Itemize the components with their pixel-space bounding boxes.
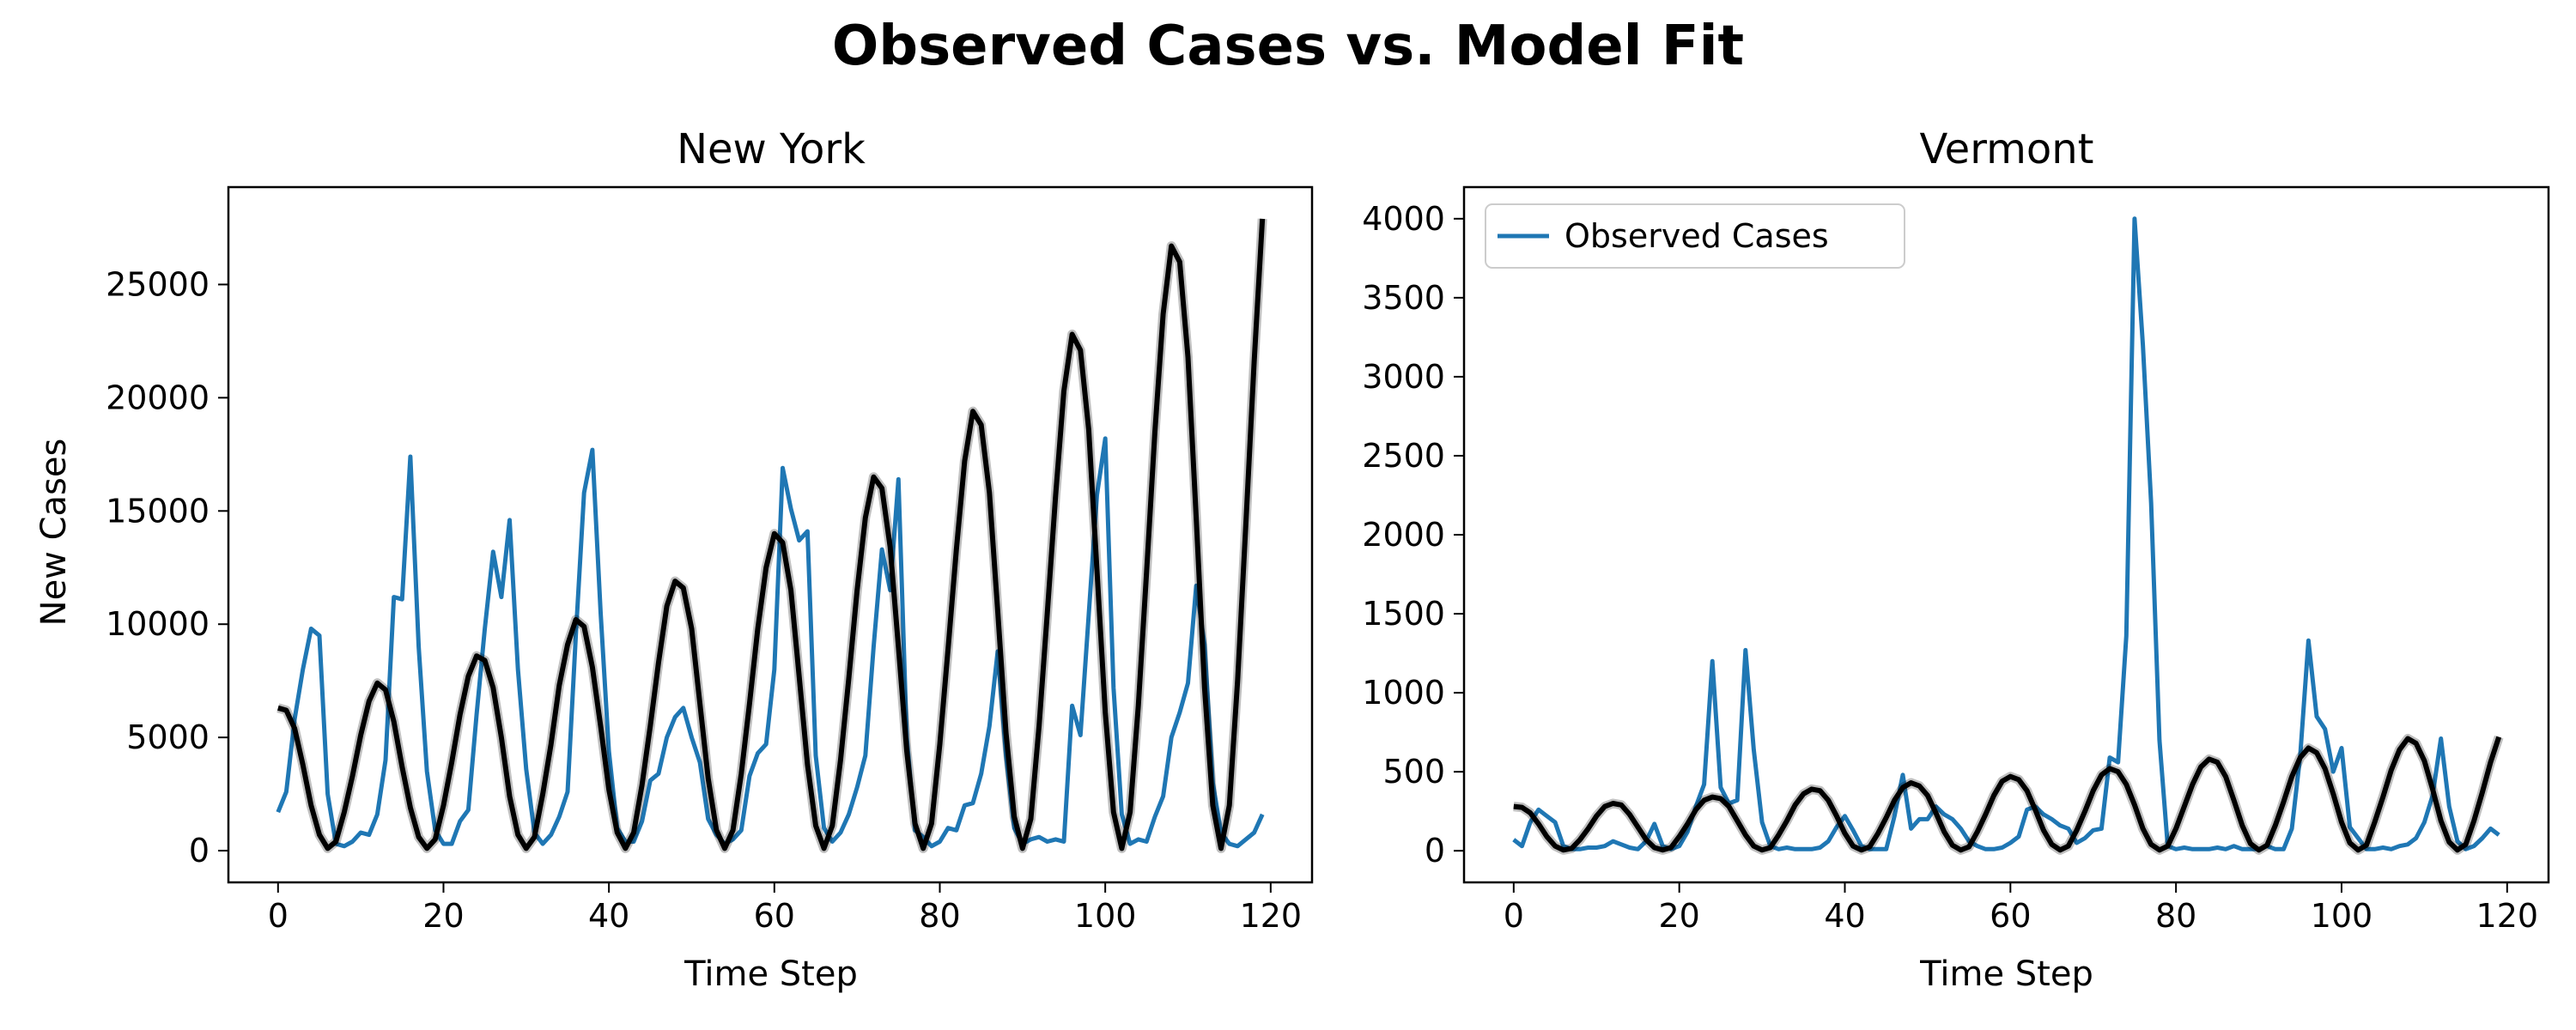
- x-tick-label: 100: [2311, 897, 2373, 935]
- y-tick-label: 3500: [1362, 279, 1445, 317]
- y-tick-label: 500: [1382, 753, 1445, 791]
- x-tick-label: 120: [2476, 897, 2539, 935]
- x-tick-label: 100: [1074, 897, 1137, 935]
- y-tick-label: 0: [189, 832, 210, 869]
- x-axis-label: Time Step: [1919, 954, 2093, 994]
- model-fit-line: [1513, 736, 2502, 853]
- legend: Observed Cases: [1485, 203, 1905, 269]
- y-tick-label: 15000: [106, 492, 210, 530]
- y-tick-label: 2500: [1362, 437, 1445, 475]
- legend-label: Observed Cases: [1564, 217, 1829, 255]
- x-tick-label: 80: [919, 897, 960, 935]
- x-tick-label: 20: [422, 897, 464, 935]
- y-tick-label: 0: [1425, 832, 1445, 869]
- y-tick-label: 4000: [1362, 200, 1445, 238]
- x-tick-label: 40: [1824, 897, 1865, 935]
- y-tick-label: 1000: [1362, 674, 1445, 712]
- y-axis-label: New Cases: [34, 439, 74, 627]
- y-tick-label: 25000: [106, 265, 210, 303]
- y-tick-label: 5000: [126, 718, 210, 756]
- panel-new-york: New York 0 20 40 60 80 100 120 0 5000 10000 15000 2…: [34, 125, 1314, 994]
- x-tick-label: 0: [268, 897, 289, 935]
- x-tick-label: 0: [1504, 897, 1524, 935]
- x-tick-label: 80: [2155, 897, 2196, 935]
- y-tick-label: 3000: [1362, 358, 1445, 396]
- x-tick-label: 60: [1990, 897, 2031, 935]
- panel-vermont: Vermont 0 20 40 60 80 100 120 0 500 1000 1500 2000 2…: [1362, 125, 2550, 994]
- x-tick-label: 20: [1658, 897, 1699, 935]
- plot-area: 0 20 40 60 80 100 120 0 500 1000 1500 2000 2500 3000 3…: [1362, 185, 2550, 935]
- legend-box: [1485, 203, 1905, 269]
- panel-title: New York: [677, 125, 866, 173]
- x-tick-label: 120: [1240, 897, 1303, 935]
- panel-title: Vermont: [1920, 125, 2094, 173]
- axes-frame: [227, 185, 1314, 884]
- y-tick-label: 1500: [1362, 595, 1445, 633]
- x-axis-label: Time Step: [683, 954, 858, 994]
- y-tick-label: 10000: [106, 605, 210, 643]
- figure-title: Observed Cases vs. Model Fit: [832, 15, 1744, 78]
- y-tick-label: 2000: [1362, 516, 1445, 554]
- model-fit-line: [276, 218, 1266, 851]
- plot-area: 0 20 40 60 80 100 120 0 5000 10000 15000 20000 25000: [106, 185, 1314, 935]
- x-tick-label: 40: [588, 897, 629, 935]
- x-tick-label: 60: [754, 897, 795, 935]
- y-tick-label: 20000: [106, 379, 210, 416]
- observed-cases-line: [276, 436, 1265, 849]
- observed-cases-line: [1512, 216, 2500, 851]
